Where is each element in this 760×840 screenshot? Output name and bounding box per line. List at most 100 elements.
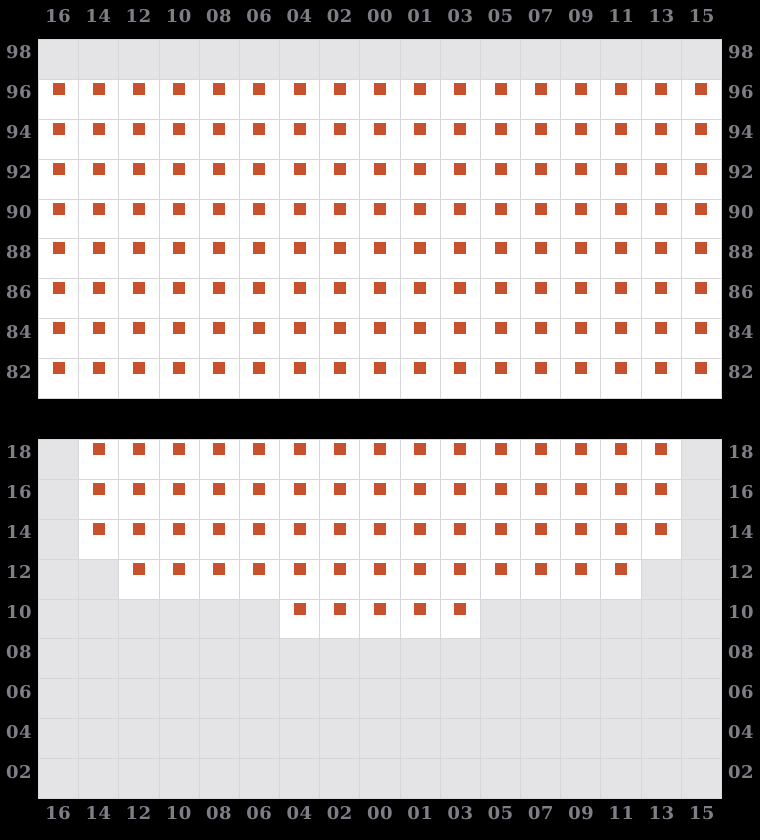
grid-cell-empty <box>119 719 159 759</box>
lower-left-row-axis: 18 16 14 12 10 08 06 04 02 <box>0 439 32 799</box>
dot-marker <box>454 282 467 295</box>
grid-cell-marked <box>561 279 601 319</box>
dot-marker <box>494 242 507 255</box>
dot-marker <box>132 162 145 175</box>
grid-cell-empty <box>239 759 280 798</box>
grid-cell-marked <box>159 199 199 239</box>
bottom-column-label-05: 05 <box>487 803 514 824</box>
dot-marker <box>52 282 65 295</box>
grid-cell-marked <box>320 519 360 559</box>
grid-cell-marked <box>521 319 561 359</box>
grid-cell-marked <box>601 279 641 319</box>
grid-cell-marked <box>199 359 239 398</box>
dot-marker <box>615 443 628 455</box>
dot-marker <box>414 242 427 255</box>
grid-cell-marked <box>641 479 681 519</box>
grid-cell-marked <box>601 319 641 359</box>
dot-marker <box>373 202 386 215</box>
grid-cell-marked <box>79 239 119 279</box>
dot-marker <box>213 443 226 455</box>
grid-cell-marked <box>79 319 119 359</box>
dot-marker <box>213 162 226 175</box>
grid-cell-marked <box>360 599 400 639</box>
dot-marker <box>213 322 226 335</box>
dot-marker <box>92 282 105 295</box>
grid-cell-marked <box>601 199 641 239</box>
grid-cell-empty <box>39 639 79 679</box>
dot-marker <box>253 322 266 335</box>
dot-marker <box>132 242 145 255</box>
bottom-column-label-14: 14 <box>85 803 112 824</box>
grid-cell-marked <box>159 79 199 119</box>
grid-cell-marked <box>159 519 199 559</box>
grid-cell-empty <box>159 40 199 79</box>
grid-cell-marked <box>681 359 721 398</box>
grid-cell-marked <box>561 440 601 479</box>
grid-cell-empty <box>601 759 641 798</box>
dot-marker <box>454 242 467 255</box>
grid-cell-marked <box>480 239 521 279</box>
dot-marker <box>655 482 668 495</box>
lower-grid-panel <box>38 439 722 799</box>
grid-cell-empty <box>400 40 440 79</box>
grid-cell-empty <box>681 719 721 759</box>
dot-marker <box>534 122 547 135</box>
grid-cell-marked <box>440 559 480 599</box>
grid-cell-empty <box>360 719 400 759</box>
grid-cell-marked <box>641 519 681 559</box>
grid-cell-empty <box>159 719 199 759</box>
grid-cell-marked <box>641 440 681 479</box>
upper-row-label-left-86: 86 <box>5 282 32 303</box>
upper-left-row-axis: 98 96 94 92 90 88 86 84 82 <box>0 39 32 399</box>
bottom-column-label-10: 10 <box>165 803 192 824</box>
upper-grid-panel <box>38 39 722 399</box>
grid-cell-empty <box>681 639 721 679</box>
dot-marker <box>373 562 386 575</box>
upper-row-label-left-90: 90 <box>5 202 32 223</box>
grid-cell-marked <box>320 479 360 519</box>
grid-cell-marked <box>440 279 480 319</box>
dot-marker <box>92 482 105 495</box>
grid-cell-marked <box>39 359 79 398</box>
grid-cell-marked <box>360 479 400 519</box>
grid-cell-marked <box>199 559 239 599</box>
grid-cell-empty <box>280 759 320 798</box>
grid-cell-marked <box>39 279 79 319</box>
dot-marker <box>333 443 346 455</box>
dot-marker <box>695 242 708 255</box>
grid-cell-empty <box>561 639 601 679</box>
dot-marker <box>454 443 467 455</box>
dot-marker <box>494 282 507 295</box>
grid-cell-marked <box>79 199 119 239</box>
lower-row-label-right-04: 04 <box>728 722 755 743</box>
dot-marker <box>52 202 65 215</box>
upper-row-label-left-82: 82 <box>5 362 32 383</box>
grid-cell-empty <box>159 759 199 798</box>
upper-row-label-right-82: 82 <box>728 362 755 383</box>
dot-marker <box>414 362 427 375</box>
dot-marker <box>333 242 346 255</box>
dot-marker <box>293 562 306 575</box>
dot-marker <box>655 322 668 335</box>
grid-cell-marked <box>79 279 119 319</box>
dot-marker <box>333 602 346 615</box>
lower-row-label-left-02: 02 <box>5 762 32 783</box>
lower-row-label-left-06: 06 <box>5 682 32 703</box>
grid-cell-marked <box>280 599 320 639</box>
grid-cell-marked <box>641 359 681 398</box>
dot-marker <box>333 362 346 375</box>
grid-cell-empty <box>239 719 280 759</box>
grid-cell-marked <box>521 440 561 479</box>
grid-cell-empty <box>79 599 119 639</box>
dot-marker <box>414 122 427 135</box>
grid-cell-marked <box>39 159 79 199</box>
grid-cell-empty <box>561 40 601 79</box>
dot-marker <box>52 162 65 175</box>
grid-cell-marked <box>521 159 561 199</box>
dot-marker <box>454 162 467 175</box>
grid-cell-empty <box>681 599 721 639</box>
dot-marker <box>253 282 266 295</box>
grid-cell-empty <box>641 759 681 798</box>
grid-cell-empty <box>641 639 681 679</box>
